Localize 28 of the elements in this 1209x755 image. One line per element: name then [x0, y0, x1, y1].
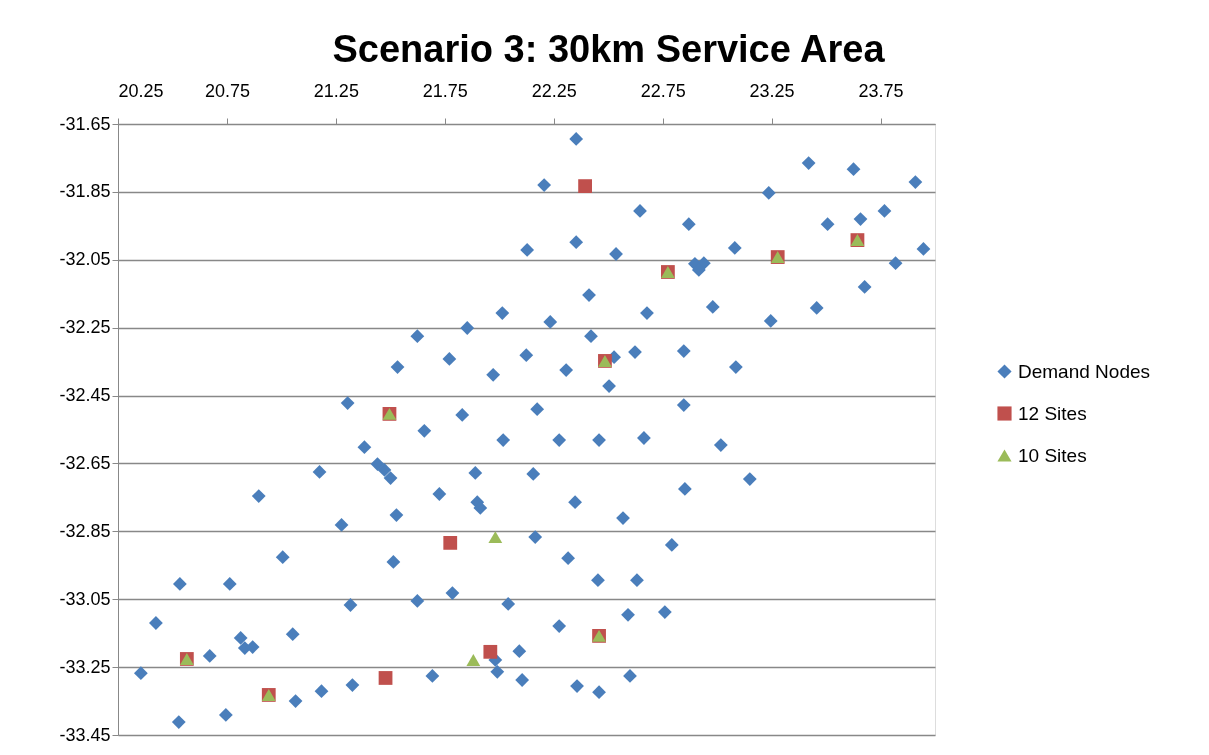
point	[483, 644, 498, 659]
x-tick-label: 23.75	[858, 80, 904, 101]
y-tick-label: -32.05	[59, 249, 111, 270]
y-tick-label: -33.05	[59, 588, 111, 609]
point	[443, 535, 458, 550]
legend-label: Demand Nodes	[1018, 360, 1151, 382]
chart-title: Scenario 3: 30km Service Area	[332, 28, 886, 70]
x-tick-label: 21.75	[422, 80, 468, 101]
y-tick-label: -32.25	[59, 317, 111, 338]
y-tick-label: -32.45	[59, 385, 111, 406]
point	[488, 531, 503, 544]
y-tick-label: -33.25	[59, 656, 111, 677]
point	[466, 654, 481, 666]
legend-label: 10 Sites	[1018, 444, 1087, 466]
y-tick-label: -32.85	[59, 520, 111, 541]
point	[378, 671, 393, 685]
x-tick-label: 20.75	[204, 80, 250, 101]
y-tick-label: -32.65	[59, 452, 111, 473]
y-tick-label: -31.85	[59, 181, 111, 202]
y-tick-label: -33.45	[59, 724, 111, 745]
x-tick-label: 20.25	[118, 80, 164, 101]
x-tick-label: 21.25	[313, 80, 359, 101]
legend-label: 12 Sites	[1018, 402, 1087, 424]
x-tick-label: 22.25	[531, 80, 577, 101]
point	[578, 179, 592, 194]
x-tick-label: 23.25	[749, 80, 795, 101]
y-tick-label: -31.65	[59, 113, 111, 134]
x-tick-label: 22.75	[640, 80, 686, 101]
